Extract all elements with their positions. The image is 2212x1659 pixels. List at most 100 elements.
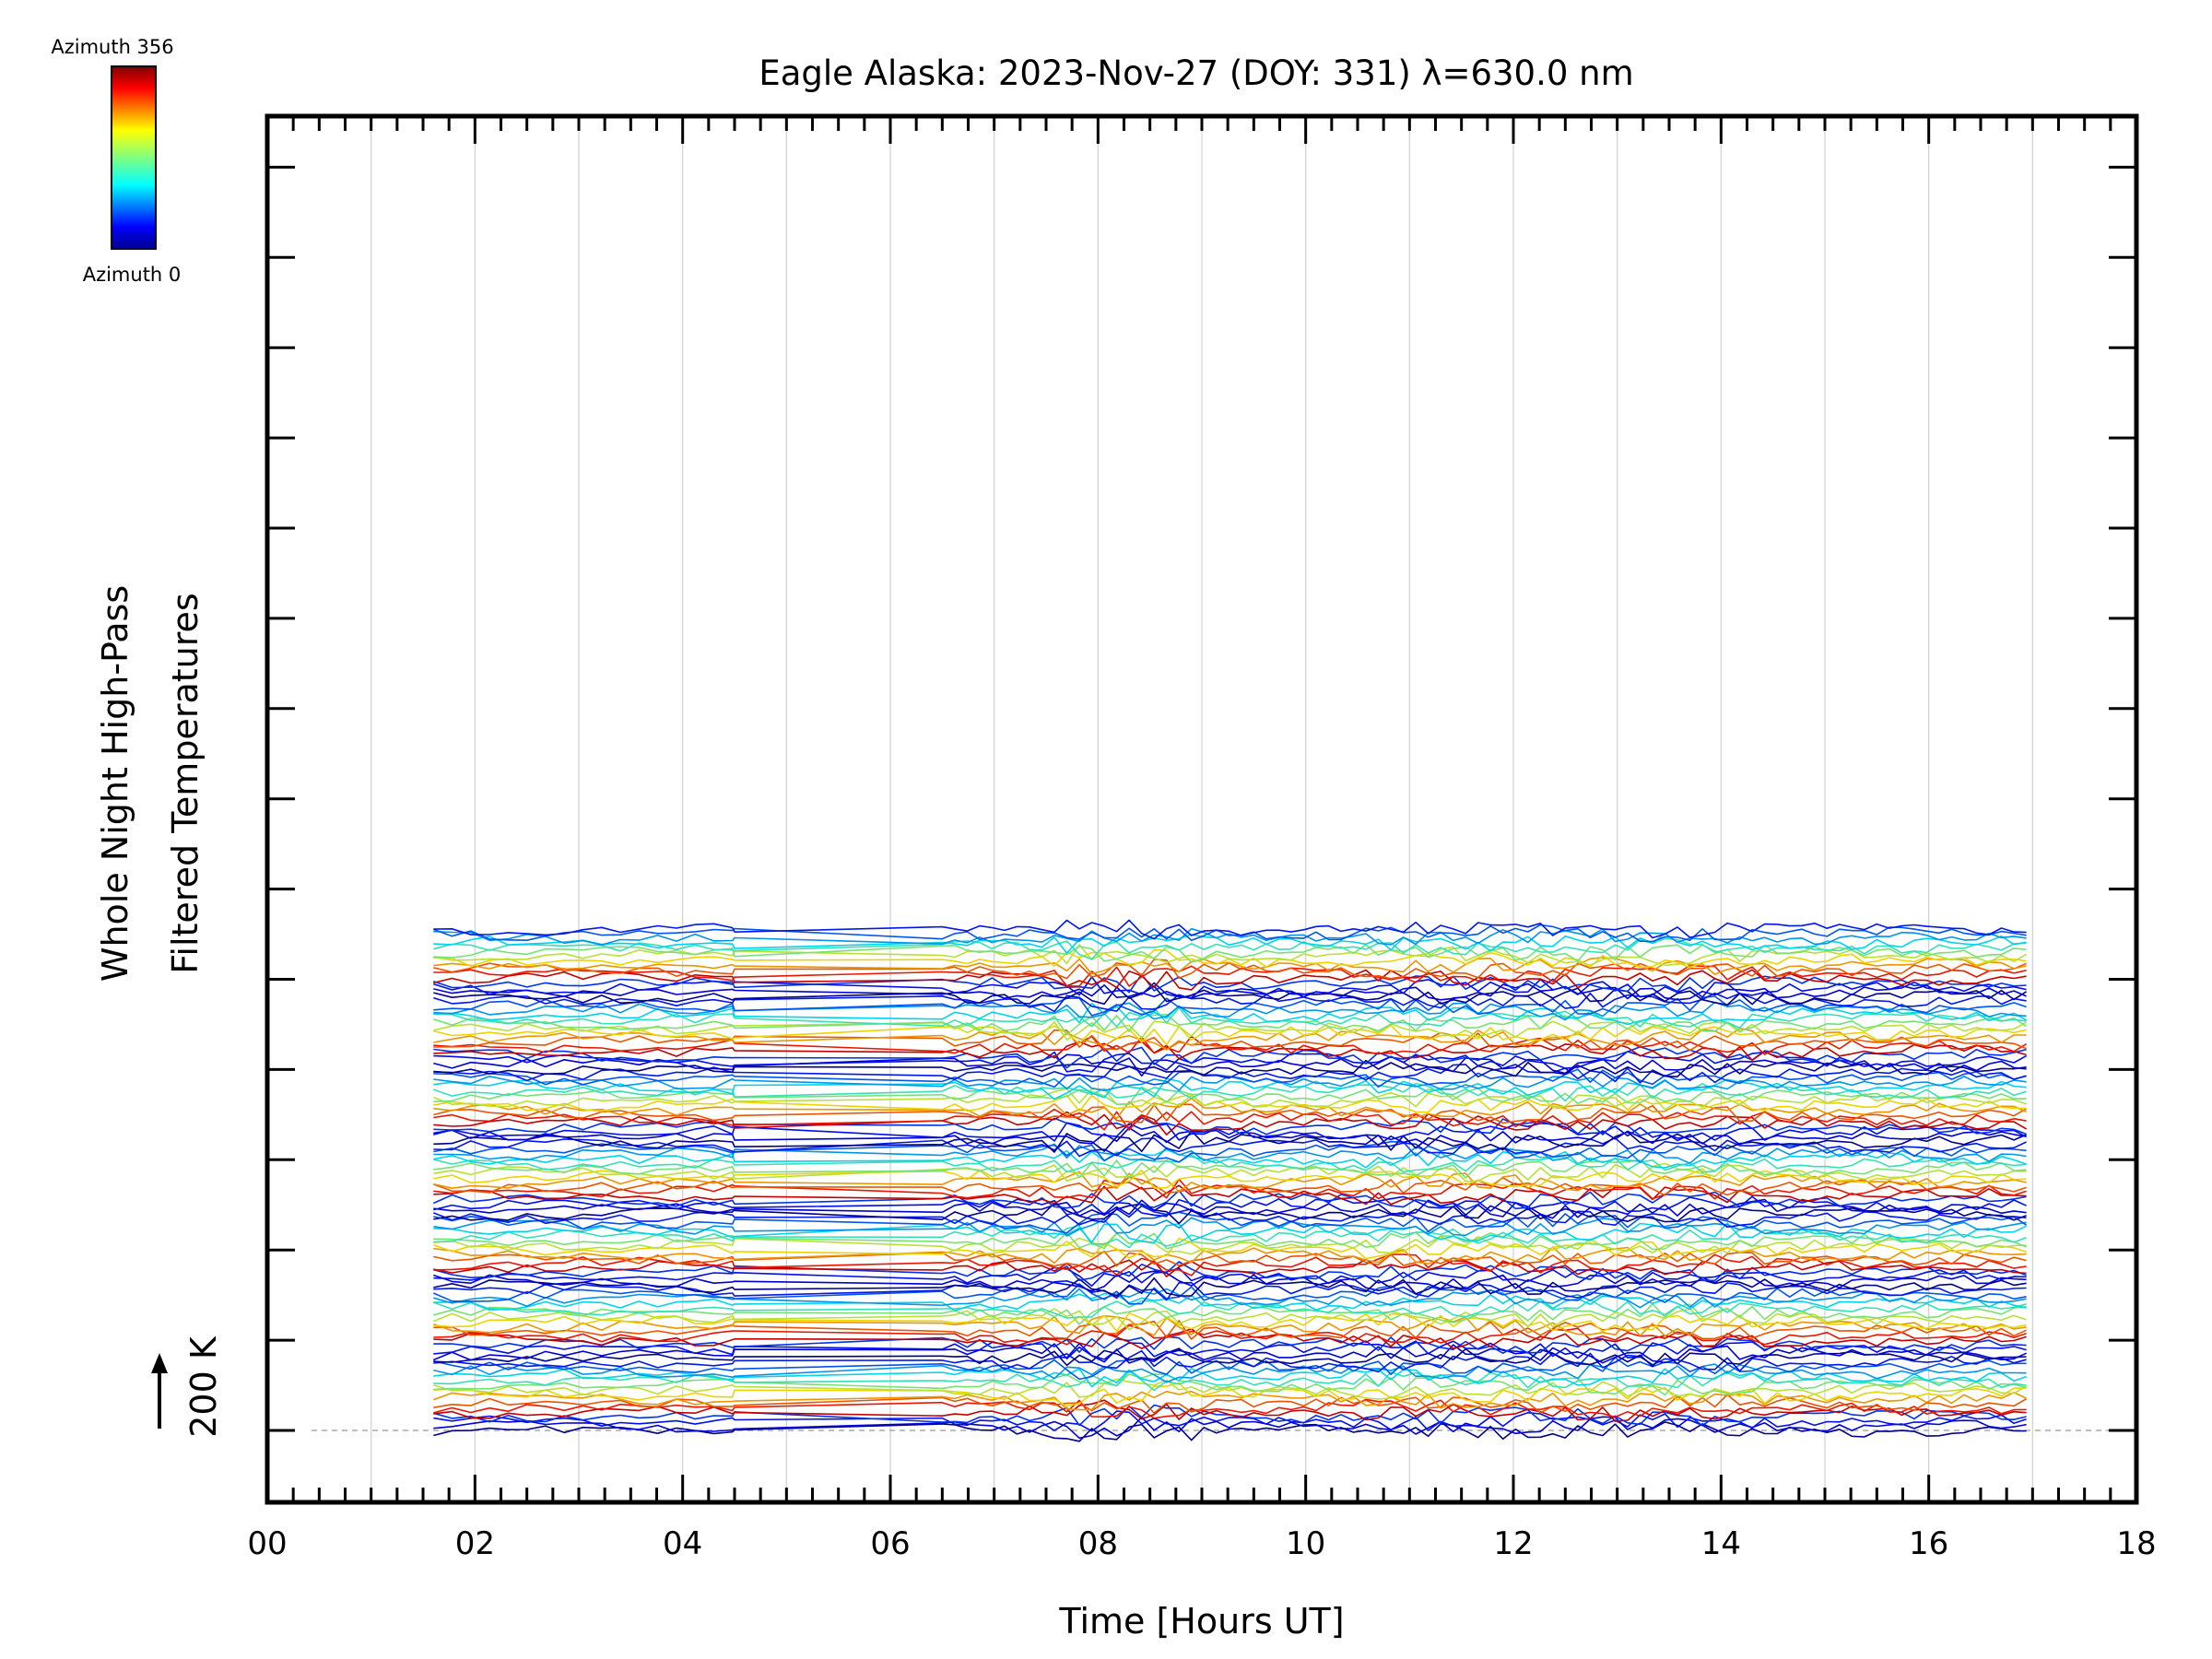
trace-line [433,1370,2027,1392]
trace-line [433,1002,2027,1026]
trace-line [433,985,2028,1006]
trace-line [433,1246,2027,1265]
trace-line [433,1340,2027,1360]
trace-line [433,1373,2027,1396]
temperature-traces [432,919,2028,1442]
trace-line [433,1394,2028,1414]
trace-line [433,1035,2028,1055]
trace-line [433,1162,2027,1182]
trace-line [433,1159,2027,1179]
trace-line [433,1416,2027,1440]
trace-line [433,1176,2027,1196]
trace-line [433,944,2027,963]
trace-line [433,1320,2027,1340]
trace-line [433,1266,2027,1287]
trace-line [433,982,2027,1001]
chart-title: Eagle Alaska: 2023-Nov-27 (DOY: 331) λ=6… [759,53,1633,93]
trace-line [433,957,2027,975]
trace-line [433,1140,2027,1163]
trace-line [433,1046,2027,1069]
trace-line [433,1303,2027,1325]
trace-line [433,1217,2027,1237]
trace-line [433,995,2027,1017]
trace-line [433,1378,2027,1400]
x-tick-label: 16 [1909,1525,1948,1562]
trace-line [433,1390,2027,1411]
trace-line [433,1324,2027,1346]
x-tick-label: 04 [663,1525,702,1562]
x-tick-label: 02 [455,1525,495,1562]
trace-line [433,1335,2027,1354]
trace-line [433,1280,2027,1301]
trace-line [433,1349,2027,1373]
trace-line [433,1001,2027,1021]
trace-line [433,1024,2027,1046]
trace-line [433,1404,2027,1427]
trace-line [433,1077,2027,1100]
trace-line [433,1029,2027,1052]
trace-line [433,944,2028,967]
trace-line [433,1421,2027,1442]
trace-line [433,1154,2027,1173]
trace-line [433,924,2027,943]
trace-line [433,1184,2027,1206]
trace-line [433,1088,2027,1111]
trace-line [433,1116,2027,1136]
trace-line [433,1103,2027,1124]
trace-line [433,1063,2027,1084]
x-axis-label: Time [Hours UT] [1058,1601,1344,1641]
trace-line [433,1399,2027,1422]
trace-line [433,1198,2027,1219]
scale-arrow-icon [151,1353,168,1373]
trace-line [433,937,2027,960]
trace-line [433,973,2027,994]
x-tick-label: 00 [247,1525,287,1562]
y-axis-label-line1: Whole Night High-Pass [95,585,135,982]
trace-line [433,1368,2027,1388]
trace-line [433,1168,2027,1189]
trace-line [433,1363,2027,1383]
trace-line [433,959,2027,980]
trace-line [433,1382,2027,1407]
trace-line [433,927,2027,946]
trace-line [433,1098,2027,1120]
y-axis-label-line2: Filtered Temperatures [165,593,206,973]
trace-line [433,976,2027,999]
x-tick-label: 10 [1286,1525,1325,1562]
trace-line [433,1410,2027,1432]
trace-line [433,1086,2027,1105]
x-tick-label: 08 [1078,1525,1118,1562]
trace-line [433,1312,2027,1333]
trace-line [433,1126,2027,1147]
trace-line [433,1027,2027,1051]
grid-lines [371,116,2033,1502]
trace-line [433,1006,2027,1029]
trace-line [433,948,2027,969]
trace-line [433,1051,2027,1073]
x-tick-label: 12 [1493,1525,1533,1562]
trace-line [433,1178,2027,1200]
scale-label: 200 K [183,1335,224,1438]
x-tick-label: 06 [870,1525,910,1562]
trace-line [433,1122,2027,1142]
x-tick-label: 14 [1701,1525,1741,1562]
trace-line [433,1202,2027,1225]
trace-line [433,1299,2027,1319]
trace-line [433,1108,2027,1131]
trace-line [433,1013,2028,1036]
trace-line [433,1171,2027,1193]
trace-line [433,1020,2027,1041]
x-tick-labels: 00 02 04 06 08 10 12 14 16 18 [247,1525,2156,1562]
trace-line [433,1143,2027,1164]
trace-line [433,1076,2027,1091]
trace-line [433,1148,2027,1169]
trace-line [433,919,2027,940]
colorbar-gradient [111,65,157,250]
colorbar: Azimuth 356 Azimuth 0 [51,36,181,286]
trace-line [433,1059,2027,1077]
trace-line [433,1068,2027,1088]
scale-indicator: 200 K [151,1335,224,1438]
trace-line [433,1093,2027,1113]
colorbar-max-label: Azimuth 356 [51,36,173,58]
trace-line [433,1357,2027,1381]
